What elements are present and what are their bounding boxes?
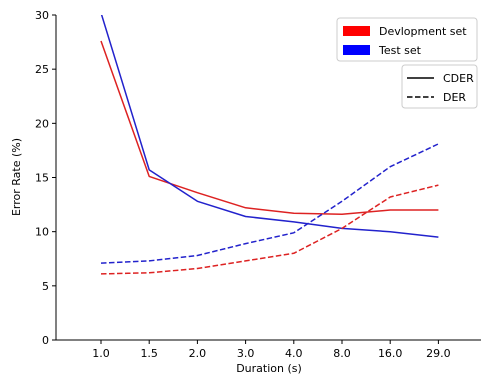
x-tick-label: 1.0 bbox=[92, 347, 110, 360]
series-line-devlopment-set-cder bbox=[100, 40, 439, 216]
y-tick-label: 0 bbox=[42, 334, 49, 347]
y-tick-label: 5 bbox=[42, 280, 49, 293]
x-tick-label: 29.0 bbox=[426, 347, 451, 360]
y-tick-label: 15 bbox=[35, 172, 49, 185]
x-tick-label: 3.0 bbox=[237, 347, 255, 360]
style-legend: CDER DER bbox=[401, 64, 478, 109]
legend-label: CDER bbox=[443, 72, 474, 85]
x-tick-label: 1.5 bbox=[140, 347, 158, 360]
color-legend-frame bbox=[336, 17, 478, 62]
series-lines bbox=[100, 15, 439, 275]
style-legend-frame bbox=[401, 64, 478, 109]
x-tick-label: 8.0 bbox=[333, 347, 351, 360]
y-tick-label: 10 bbox=[35, 226, 49, 239]
axes bbox=[55, 15, 481, 341]
x-tick-label: 2.0 bbox=[189, 347, 207, 360]
y-tick-label: 30 bbox=[35, 9, 49, 22]
y-axis-ticks: 0 5 10 15 20 25 30 bbox=[35, 9, 56, 347]
x-tick-label: 16.0 bbox=[378, 347, 403, 360]
legend-label: Devlopment set bbox=[379, 25, 467, 38]
legend-swatch bbox=[343, 26, 370, 36]
y-axis-label: Error Rate (%) bbox=[10, 138, 23, 216]
color-legend: Devlopment set Test set bbox=[336, 17, 478, 62]
series-line-devlopment-set-der bbox=[100, 184, 439, 275]
y-tick-label: 25 bbox=[35, 63, 49, 76]
series-line-test-set-cder bbox=[100, 15, 439, 238]
x-tick-label: 4.0 bbox=[285, 347, 303, 360]
x-axis-label: Duration (s) bbox=[236, 362, 302, 375]
y-tick-label: 20 bbox=[35, 117, 49, 130]
x-axis-ticks: 1.0 1.5 2.0 3.0 4.0 8.0 16.0 29.0 bbox=[92, 340, 451, 360]
series-line-test-set-der bbox=[100, 143, 439, 264]
legend-label: DER bbox=[443, 91, 466, 104]
legend-swatch bbox=[343, 45, 370, 55]
legend-label: Test set bbox=[378, 44, 422, 57]
